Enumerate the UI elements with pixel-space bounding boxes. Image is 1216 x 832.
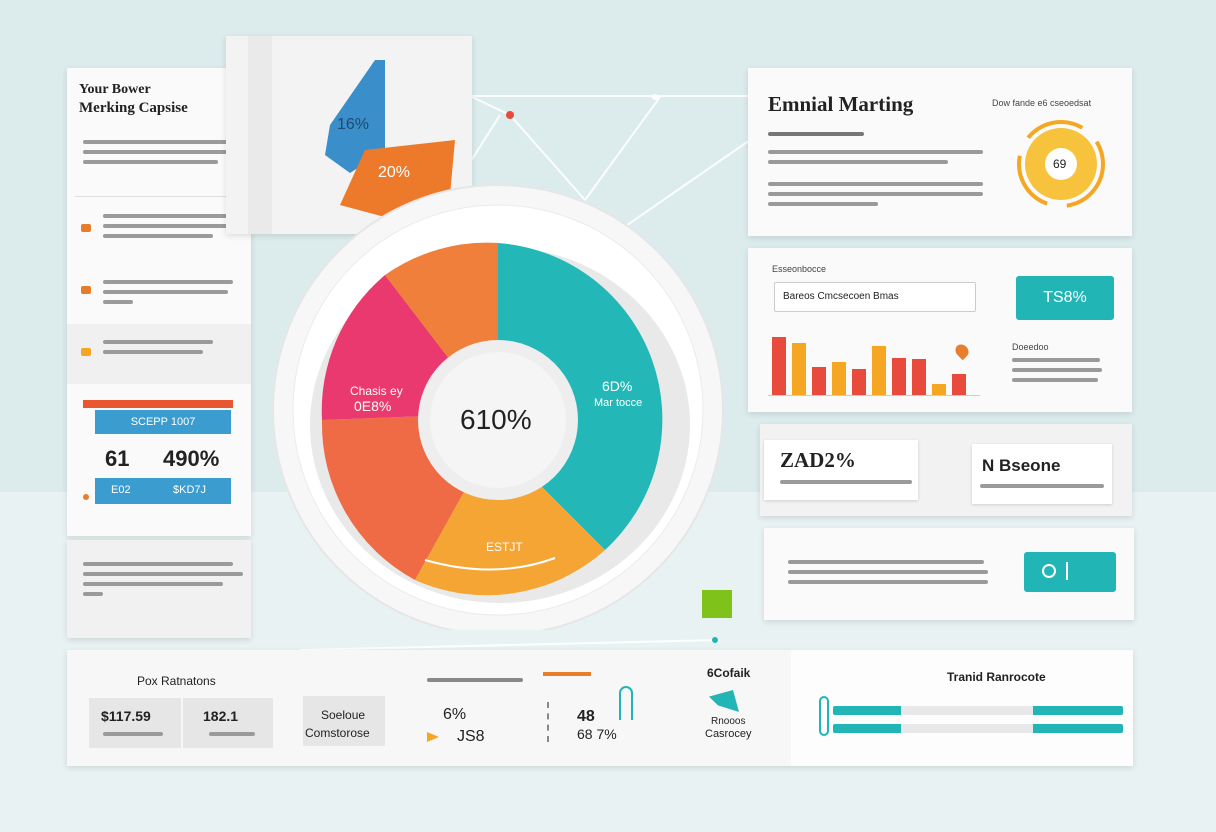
toggle-icon [1042,564,1056,578]
chart-bar [892,357,906,395]
dot-icon [83,494,89,500]
bottom-heading-7: Tranid Ranrocote [947,670,1046,684]
donut-chart [272,184,724,630]
bar-chart-panel-header: Esseonbocce [772,264,827,274]
left-text-card [67,540,251,638]
green-marker [702,590,732,618]
stat-a-value: 61 [105,446,130,471]
donut-right-label-2: Mar tocce [594,397,643,409]
left-panel-title-line2: Merking Capsise [79,100,188,116]
chart-bar [772,336,786,395]
metric-5-value: 48 [577,708,595,725]
chart-bar [832,362,846,395]
donut-bottom-label: ESTJT [486,540,523,554]
bottom-heading-1: Pox Ratnatons [137,674,216,688]
bar-chart-right-heading: Doeedoo [1012,342,1049,352]
left-footer-bar: E02 $KD7J [95,478,231,504]
metric-tile[interactable]: Soeloue Comstorose [303,696,385,746]
stat-card-b[interactable]: N Bseone [972,444,1112,504]
list-item[interactable] [81,280,245,304]
search-input[interactable]: Bareos Cmcsecoen Bmas [774,282,976,312]
chart-bar [852,368,866,395]
metric-3-sub: Comstorose [305,726,370,740]
folder-icon [81,348,91,356]
bottom-label-6: Rnooos [711,716,746,727]
metric-tile[interactable]: 182.1 [183,698,273,748]
footer-a-label: E02 [111,484,131,496]
hook-icon [619,686,633,720]
left-panel-title-line1: Your Bower [79,82,151,97]
speech-bubble-icon [1017,120,1105,208]
stat-b-value: 490% [163,446,220,471]
left-intro-text [83,140,243,164]
donut-center-value: 610% [460,404,532,435]
donut-left-label-2: 0E8% [354,398,392,414]
cta-accent-bar [83,400,233,408]
list-item[interactable] [81,340,245,356]
donut-right-label-1: 6D% [602,378,633,394]
metric-4-sub: JS8 [457,728,485,745]
metric-3-label: Soeloue [321,708,366,722]
bottom-metrics-bar: Pox Ratnatons $117.59 182.1 Soeloue Coms… [67,650,1133,766]
metric-1-value: $117.59 [101,708,151,724]
left-panel: Your Bower Merking Capsise SCEPP 1007 61… [67,68,251,536]
stats-panel: ZAD2% N Bseone [760,424,1132,516]
stat-card-a-value: ZAD2% [780,448,856,472]
magnet-icon [819,696,829,736]
envelope-icon [81,286,91,294]
chart-bar [792,343,806,395]
mini-bar-chart [768,332,980,396]
email-text-block-2 [768,182,983,206]
megaphone-icon [81,224,91,232]
metric-2-value: 182.1 [203,708,239,724]
bottom-label-6b: Casrocey [705,728,752,740]
email-panel-title: Emnial Marting [768,92,914,116]
footer-b-label: $KD7J [173,484,207,496]
email-text-block-1 [768,150,983,164]
list-item[interactable] [81,214,245,238]
bar-chart-panel: Esseonbocce Bareos Cmcsecoen Bmas TS8% D… [748,248,1132,412]
cta-button[interactable]: SCEPP 1007 [95,410,231,434]
toggle-button[interactable] [1024,552,1116,592]
email-panel-header-right: Dow fande e6 cseoedsat [992,98,1092,108]
chart-bar [872,346,886,395]
chart-bar [912,359,926,395]
tag-orange-value: 20% [378,164,411,181]
search-input-text: Bareos Cmcsecoen Bmas [783,291,899,302]
email-marketing-panel: Emnial Marting Dow fande e6 cseoedsat 69 [748,68,1132,236]
donut-left-label-1: Chasis ey [350,384,403,398]
chart-bar [932,383,946,395]
right-text-card [764,528,1134,620]
metric-5-sub: 68 7% [577,726,617,742]
avatar[interactable]: 69 [1010,118,1112,210]
metric-tile[interactable]: $117.59 [89,698,181,748]
metric-4-value: 6% [443,706,467,723]
tag-blue-value: 16% [337,116,370,133]
stat-card-a[interactable]: ZAD2% [764,440,918,500]
chart-bar [812,366,826,395]
arrow-icon [427,732,439,742]
avatar-label: 69 [1053,157,1067,171]
percentage-badge[interactable]: TS8% [1016,276,1114,320]
bar-chart-right-text [1012,358,1102,382]
cursor-icon [709,690,739,712]
stat-card-b-value: N Bseone [982,456,1061,475]
bottom-heading-6: 6Cofaik [707,666,751,680]
chart-bar [952,374,966,395]
